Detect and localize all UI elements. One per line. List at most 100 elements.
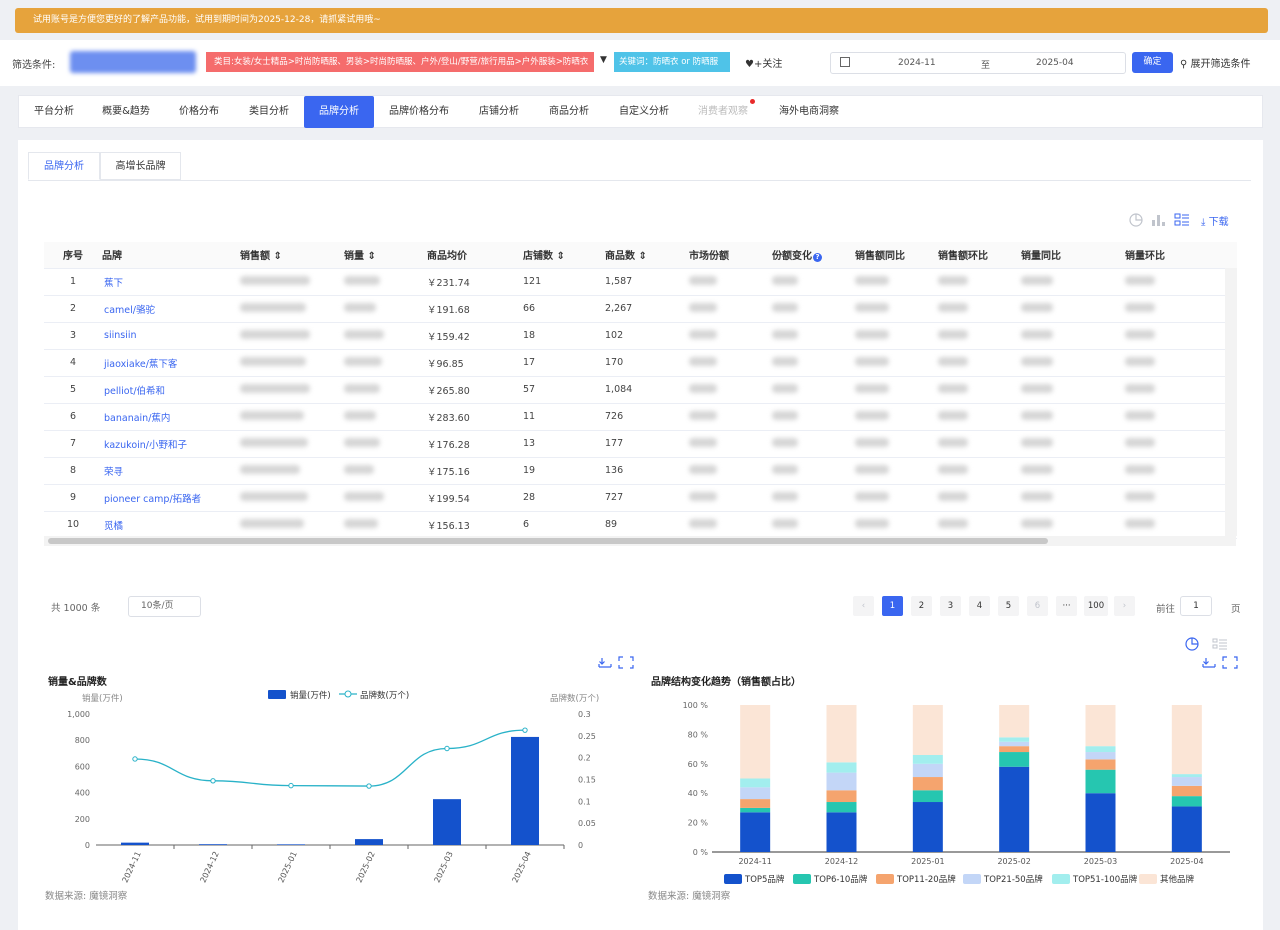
subtab-high-growth-brands[interactable]: 高增长品牌 bbox=[100, 152, 181, 180]
page-6[interactable]: 6 bbox=[1027, 596, 1048, 616]
prev-page-button[interactable]: ‹ bbox=[853, 596, 874, 616]
page-100[interactable]: 100 bbox=[1084, 596, 1108, 616]
volume-yoy bbox=[1021, 295, 1125, 323]
brand-link[interactable]: siinsiin bbox=[102, 322, 240, 350]
page-3[interactable]: 3 bbox=[940, 596, 961, 616]
table-view-icon[interactable] bbox=[1174, 213, 1189, 226]
col-volume[interactable]: 销量 ⇕ bbox=[344, 242, 427, 269]
fullscreen-icon[interactable] bbox=[618, 656, 634, 669]
table-vertical-scrollbar[interactable] bbox=[1225, 268, 1237, 536]
download-button[interactable]: ⤓ 下载 bbox=[1201, 213, 1229, 228]
keyword-filter-tag[interactable]: 关键词：防晒衣 or 防晒服 bbox=[614, 52, 730, 72]
tab-platform-analysis[interactable]: 平台分析 bbox=[34, 106, 74, 117]
col-items[interactable]: 商品数 ⇕ bbox=[605, 242, 689, 269]
tab-category-analysis[interactable]: 类目分析 bbox=[249, 106, 289, 117]
col-sales-mom: 销售额环比 bbox=[938, 242, 1021, 269]
tab-overview-trend[interactable]: 概要&趋势 bbox=[102, 106, 150, 117]
caret-down-icon[interactable]: ▼ bbox=[600, 55, 607, 65]
volume-mom bbox=[1125, 322, 1237, 350]
item-count: 136 bbox=[605, 457, 689, 485]
pie-chart-icon[interactable] bbox=[1129, 213, 1143, 227]
blurred-value bbox=[938, 383, 968, 393]
page-ellipsis[interactable]: ··· bbox=[1056, 596, 1077, 616]
volume-yoy bbox=[1021, 511, 1125, 539]
help-icon[interactable]: ? bbox=[813, 253, 822, 263]
y-tick-right: 0 bbox=[578, 841, 583, 850]
brand-link[interactable]: 蕉下 bbox=[102, 268, 240, 296]
page-5[interactable]: 5 bbox=[998, 596, 1019, 616]
page-size-select[interactable]: 10条/页 bbox=[128, 596, 201, 617]
brand-link[interactable]: bananain/蕉内 bbox=[102, 403, 240, 431]
brand-link[interactable]: camel/骆驼 bbox=[102, 295, 240, 323]
col-items-label: 商品数 bbox=[605, 251, 635, 263]
expand-filters-button[interactable]: ⚲ 展开筛选条件 bbox=[1180, 55, 1251, 70]
download-icon[interactable] bbox=[1202, 658, 1216, 668]
scrollbar-thumb[interactable] bbox=[48, 538, 1048, 544]
tab-custom-analysis[interactable]: 自定义分析 bbox=[619, 106, 669, 117]
col-shops-label: 店铺数 bbox=[523, 251, 553, 263]
stack-TOP11-20品牌-2024-12 bbox=[826, 790, 857, 803]
date-separator: 至 bbox=[981, 61, 991, 71]
date-from[interactable]: 2024-11 bbox=[898, 58, 936, 68]
filter-project-select[interactable] bbox=[70, 51, 196, 73]
item-count: 102 bbox=[605, 322, 689, 350]
blurred-value bbox=[344, 518, 378, 528]
blurred-value bbox=[938, 464, 968, 474]
stack-TOP21-50品牌-2025-04 bbox=[1171, 777, 1202, 786]
table-row: 1 蕉下 ￥231.74 121 1,587 bbox=[44, 268, 1237, 296]
tab-price-distribution[interactable]: 价格分布 bbox=[179, 106, 219, 117]
sort-icon: ⇕ bbox=[367, 251, 376, 263]
date-range-picker[interactable]: 2024-11 至 2025-04 bbox=[830, 52, 1126, 74]
page-4[interactable]: 4 bbox=[969, 596, 990, 616]
tab-product-analysis[interactable]: 商品分析 bbox=[549, 106, 589, 117]
col-sales-label: 销售额 bbox=[240, 251, 270, 263]
stack-TOP51-100品牌-2025-02 bbox=[999, 737, 1030, 742]
y-tick-left: 600 bbox=[75, 762, 90, 771]
tab-shop-analysis[interactable]: 店铺分析 bbox=[479, 106, 519, 117]
chart2-tools bbox=[1202, 656, 1238, 669]
tab-overseas-ecommerce[interactable]: 海外电商洞察 bbox=[779, 106, 839, 117]
x-tick-label: 2025-02 bbox=[355, 850, 377, 884]
table-horizontal-scrollbar[interactable] bbox=[44, 536, 1236, 546]
legend-label: TOP51-100品牌 bbox=[1072, 874, 1138, 885]
share-change bbox=[772, 457, 855, 485]
tab-brand-price-distribution[interactable]: 品牌价格分布 bbox=[389, 106, 449, 117]
brand-link[interactable]: pioneer camp/拓路者 bbox=[102, 484, 240, 512]
tab-brand-analysis[interactable]: 品牌分析 bbox=[304, 96, 374, 128]
brand-link[interactable]: 觅橘 bbox=[102, 511, 240, 539]
subtab-brand-analysis[interactable]: 品牌分析 bbox=[28, 152, 100, 180]
sales-yoy bbox=[855, 403, 938, 431]
date-to[interactable]: 2025-04 bbox=[1036, 58, 1074, 68]
blurred-value bbox=[772, 383, 798, 393]
avg-price: ￥283.60 bbox=[427, 403, 523, 431]
item-count: 170 bbox=[605, 349, 689, 377]
page-2[interactable]: 2 bbox=[911, 596, 932, 616]
tab-consumer-insight[interactable]: 消费者观察 bbox=[698, 106, 748, 117]
pie-chart-icon[interactable] bbox=[1185, 637, 1199, 651]
stack-TOP51-100品牌-2024-12 bbox=[826, 762, 857, 773]
brand-link[interactable]: kazukoin/小野和子 bbox=[102, 430, 240, 458]
table-view-icon[interactable] bbox=[1212, 638, 1227, 650]
brand-link[interactable]: jiaoxiake/蕉下客 bbox=[102, 349, 240, 377]
sales-value bbox=[240, 349, 344, 377]
page-1[interactable]: 1 bbox=[882, 596, 903, 616]
col-shops[interactable]: 店铺数 ⇕ bbox=[523, 242, 605, 269]
fullscreen-icon[interactable] bbox=[1222, 656, 1238, 669]
main-nav: 平台分析 概要&趋势 价格分布 类目分析 品牌分析 品牌价格分布 店铺分析 商品… bbox=[18, 95, 1263, 128]
next-page-button[interactable]: › bbox=[1114, 596, 1135, 616]
table-row: 6 bananain/蕉内 ￥283.60 11 726 bbox=[44, 403, 1237, 431]
download-icon[interactable] bbox=[598, 658, 612, 668]
bar-chart-icon[interactable] bbox=[1152, 215, 1165, 226]
category-filter-tag[interactable]: 类目:女装/女士精品>时尚防晒服、男装>时尚防晒服、户外/登山/野营/旅行用品>… bbox=[206, 52, 594, 72]
blurred-value bbox=[240, 329, 310, 339]
brand-link[interactable]: pelliot/伯希和 bbox=[102, 376, 240, 404]
goto-page-input[interactable]: 1 bbox=[1180, 596, 1212, 616]
blurred-value bbox=[240, 464, 300, 474]
x-tick-label: 2025-04 bbox=[1170, 857, 1203, 866]
total-count: 共 1000 条 bbox=[51, 603, 101, 614]
follow-button[interactable]: ♥+关注 bbox=[745, 59, 783, 70]
confirm-button[interactable]: 确定 bbox=[1132, 52, 1173, 73]
sales-mom bbox=[938, 403, 1021, 431]
brand-link[interactable]: 荣寻 bbox=[102, 457, 240, 485]
col-sales[interactable]: 销售额 ⇕ bbox=[240, 242, 344, 269]
